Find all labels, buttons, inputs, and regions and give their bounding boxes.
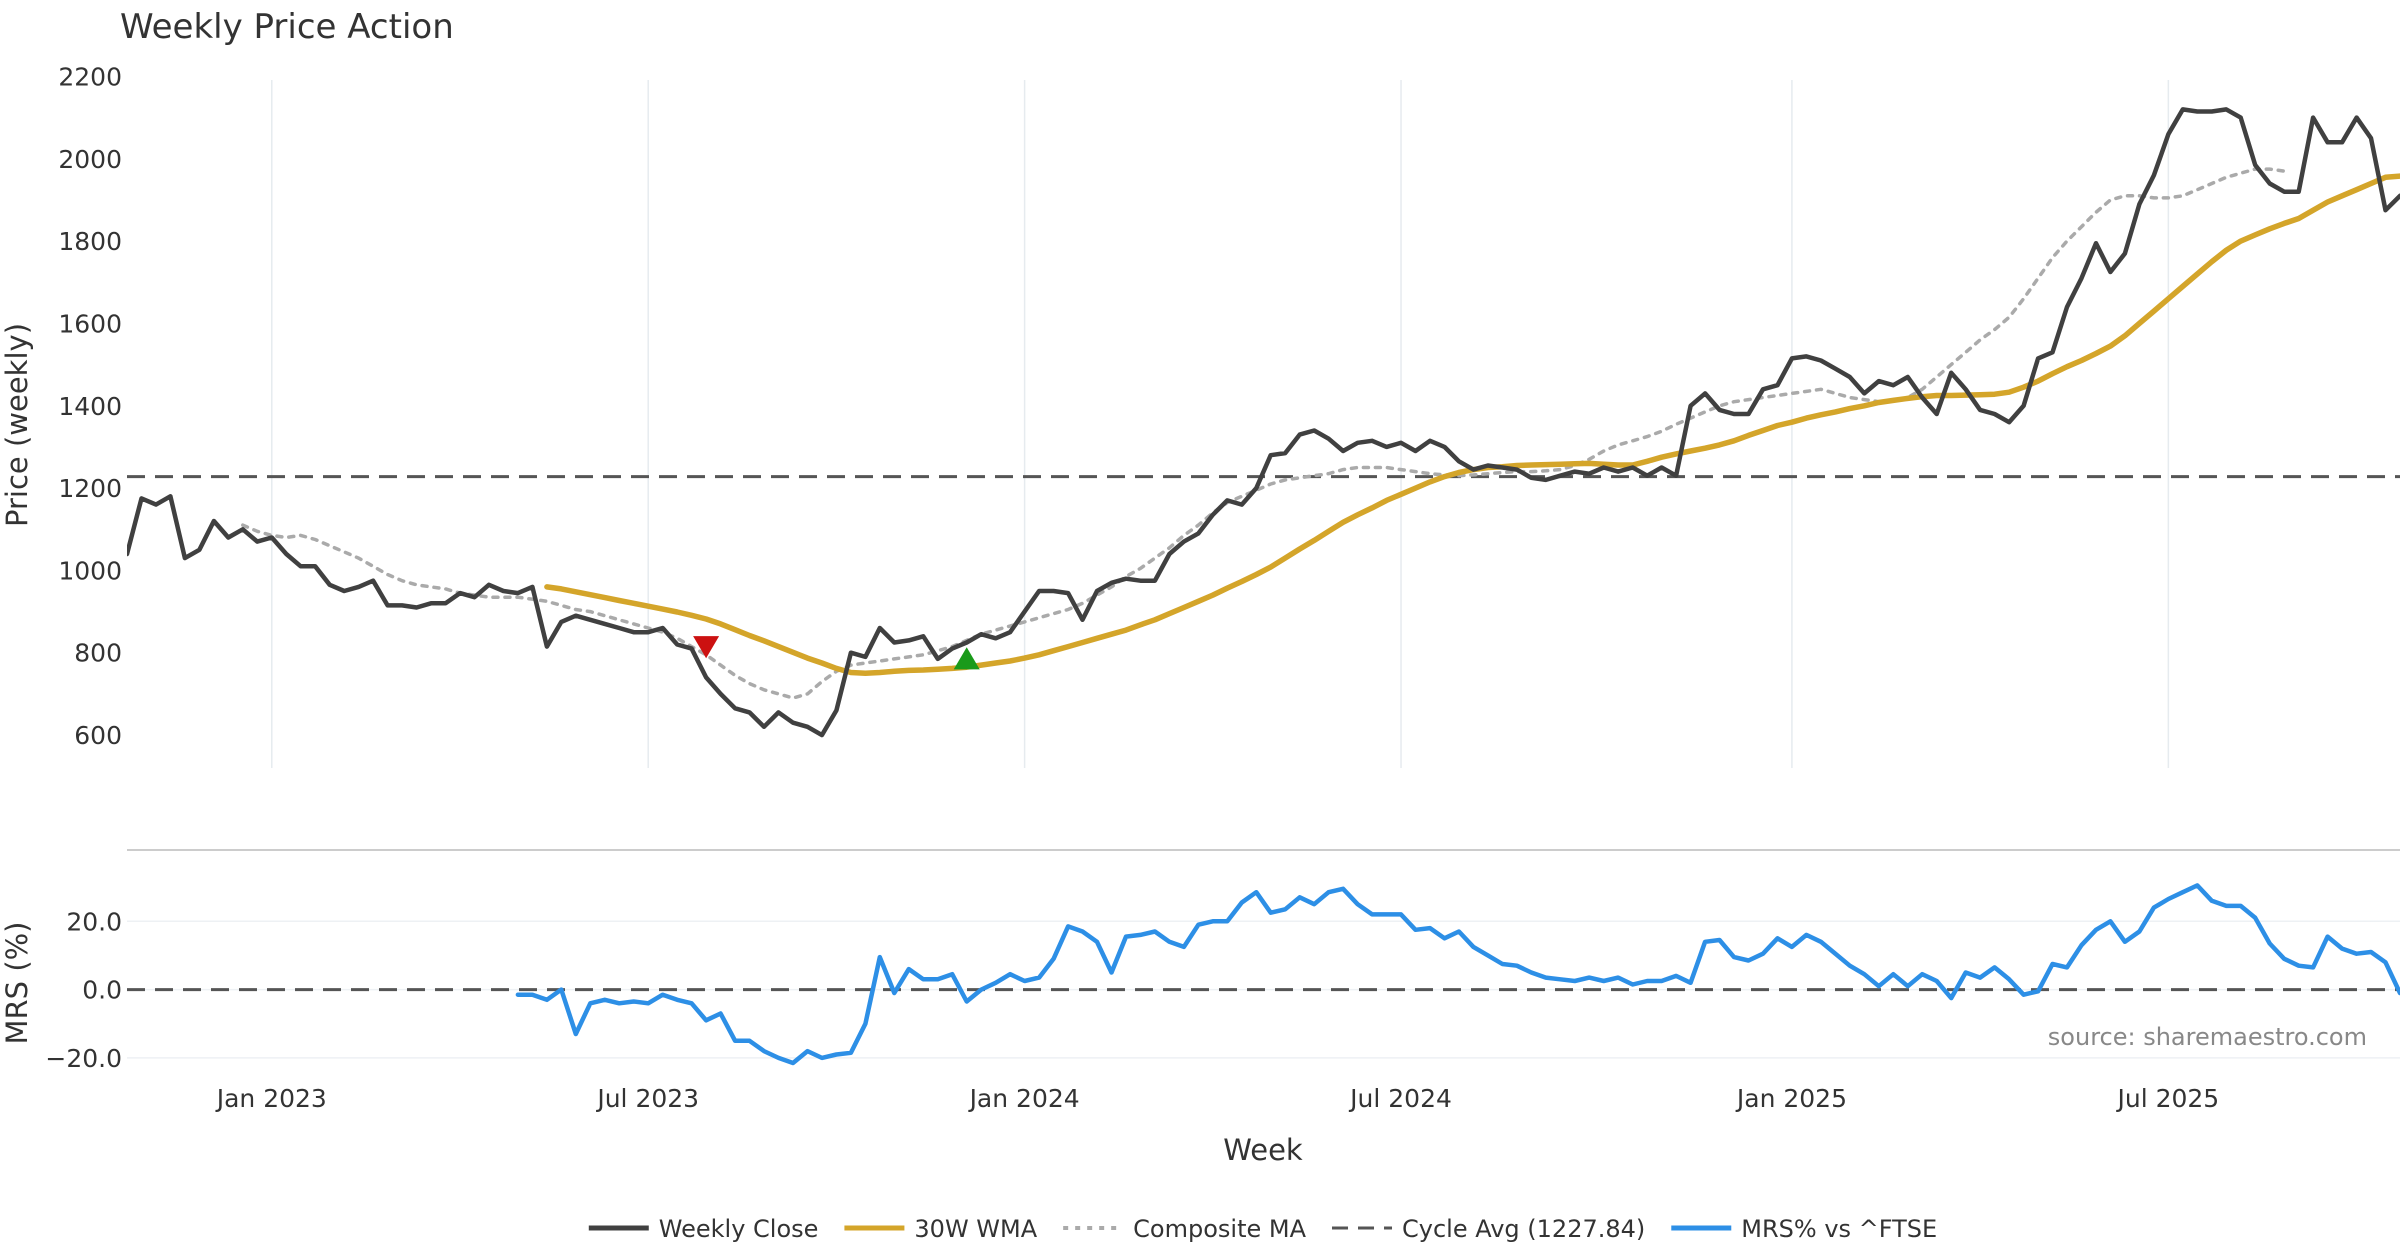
mrs-y-tick-label: −20.0 <box>45 1044 122 1073</box>
price-y-tick-label: 2200 <box>58 62 122 91</box>
x-axis-ticks: Jan 2023 Jul 2023 Jan 2024 Jul 2024 Jan 2025… <box>215 1084 2220 1113</box>
x-tick-label: Jan 2025 <box>1735 1084 1847 1113</box>
mrs-vs-ftse-series-line <box>515 883 2400 1066</box>
sell-signal-marker <box>693 636 720 659</box>
price-y-tick-label: 1400 <box>58 392 122 421</box>
price-y-tick-label: 1200 <box>58 474 122 503</box>
x-tick-label: Jul 2023 <box>595 1084 699 1113</box>
x-tick-label: Jul 2025 <box>2115 1084 2219 1113</box>
mrs-y-tick-label: 0.0 <box>82 976 122 1005</box>
price-y-tick-label: 800 <box>74 639 122 668</box>
legend-label: Cycle Avg (1227.84) <box>1402 1215 1645 1243</box>
price-y-tick-label: 1000 <box>58 556 122 585</box>
price-y-tick-label: 1800 <box>58 227 122 256</box>
mrs-y-axis-label: MRS (%) <box>0 922 34 1045</box>
chart-legend: Weekly Close 30W WMA Composite MA Cycle Avg… <box>588 1215 1937 1243</box>
mrs-series-group <box>127 883 2400 1066</box>
price-y-axis-label: Price (weekly) <box>0 323 34 527</box>
signal-markers <box>693 636 980 670</box>
chart-title: Weekly Price Action <box>120 7 454 47</box>
x-tick-label: Jan 2024 <box>968 1084 1080 1113</box>
composite-ma-series-line <box>241 167 2286 700</box>
legend-label: Weekly Close <box>659 1215 819 1243</box>
legend-label: MRS% vs ^FTSE <box>1741 1215 1937 1243</box>
price-y-ticks: 600 800 1000 1200 1400 1600 1800 2000 2200 <box>58 62 122 750</box>
price-y-tick-label: 2000 <box>58 145 122 174</box>
legend-label: Composite MA <box>1133 1215 1306 1243</box>
legend-label: 30W WMA <box>914 1215 1037 1243</box>
x-axis-label: Week <box>1223 1133 1303 1167</box>
weekly-close-series-line <box>127 107 2400 738</box>
price-y-tick-label: 600 <box>74 721 122 750</box>
mrs-y-tick-label: 20.0 <box>66 907 122 936</box>
price-y-tick-label: 1600 <box>58 309 122 338</box>
x-tick-label: Jan 2023 <box>215 1084 327 1113</box>
price-series-group <box>127 107 2400 738</box>
x-tick-label: Jul 2024 <box>1348 1084 1452 1113</box>
mrs-y-ticks: 20.0 0.0 −20.0 <box>45 907 122 1073</box>
buy-signal-marker <box>953 647 980 670</box>
source-annotation: source: sharemaestro.com <box>2048 1023 2367 1051</box>
